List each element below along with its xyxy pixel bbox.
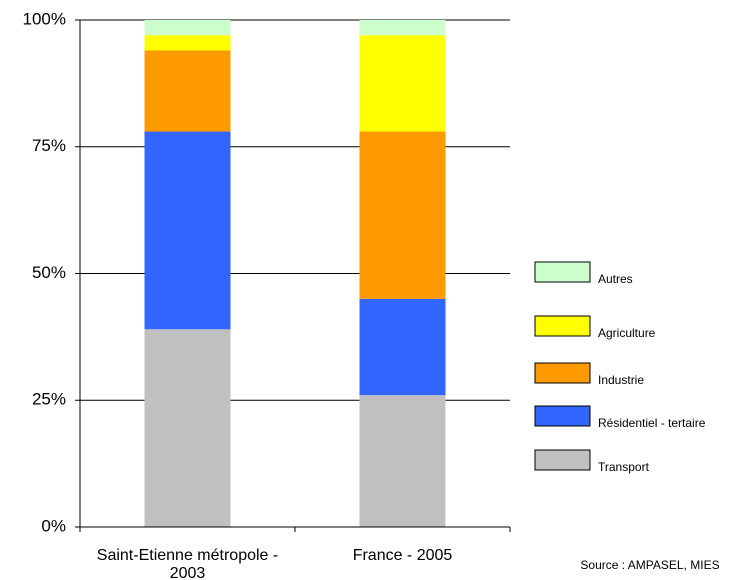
y-tick-label: 50% xyxy=(32,263,66,282)
bar-segment xyxy=(359,395,446,527)
legend-label: Agriculture xyxy=(598,326,656,340)
legend-label: Résidentiel - tertaire xyxy=(598,416,706,430)
x-tick-label: France - 2005 xyxy=(352,547,453,564)
bar-segment xyxy=(144,50,231,132)
legend-swatch xyxy=(534,261,591,283)
legend-label: Autres xyxy=(598,272,633,286)
bar-segment xyxy=(144,329,231,527)
bar-segment xyxy=(359,131,446,299)
bar-segment xyxy=(144,131,231,330)
source-note: Source : AMPASEL, MIES xyxy=(580,558,719,572)
bar-segment xyxy=(144,35,231,51)
bar-segment xyxy=(359,35,446,132)
bar-segment xyxy=(359,298,446,396)
y-tick-label: 75% xyxy=(32,136,66,155)
legend-label: Transport xyxy=(598,460,650,474)
bar-segment xyxy=(359,20,446,36)
bar-segment xyxy=(144,20,231,36)
legend-swatch xyxy=(534,362,591,384)
legend-label: Industrie xyxy=(598,373,644,387)
legend-swatch xyxy=(534,405,591,427)
y-tick-label: 0% xyxy=(41,516,66,535)
x-tick-label: Saint-Etienne métropole - 2003 xyxy=(96,547,279,580)
legend-swatch xyxy=(534,315,591,337)
legend-swatch xyxy=(534,449,591,471)
y-tick-label: 100% xyxy=(23,9,66,28)
y-tick-label: 25% xyxy=(32,390,66,409)
